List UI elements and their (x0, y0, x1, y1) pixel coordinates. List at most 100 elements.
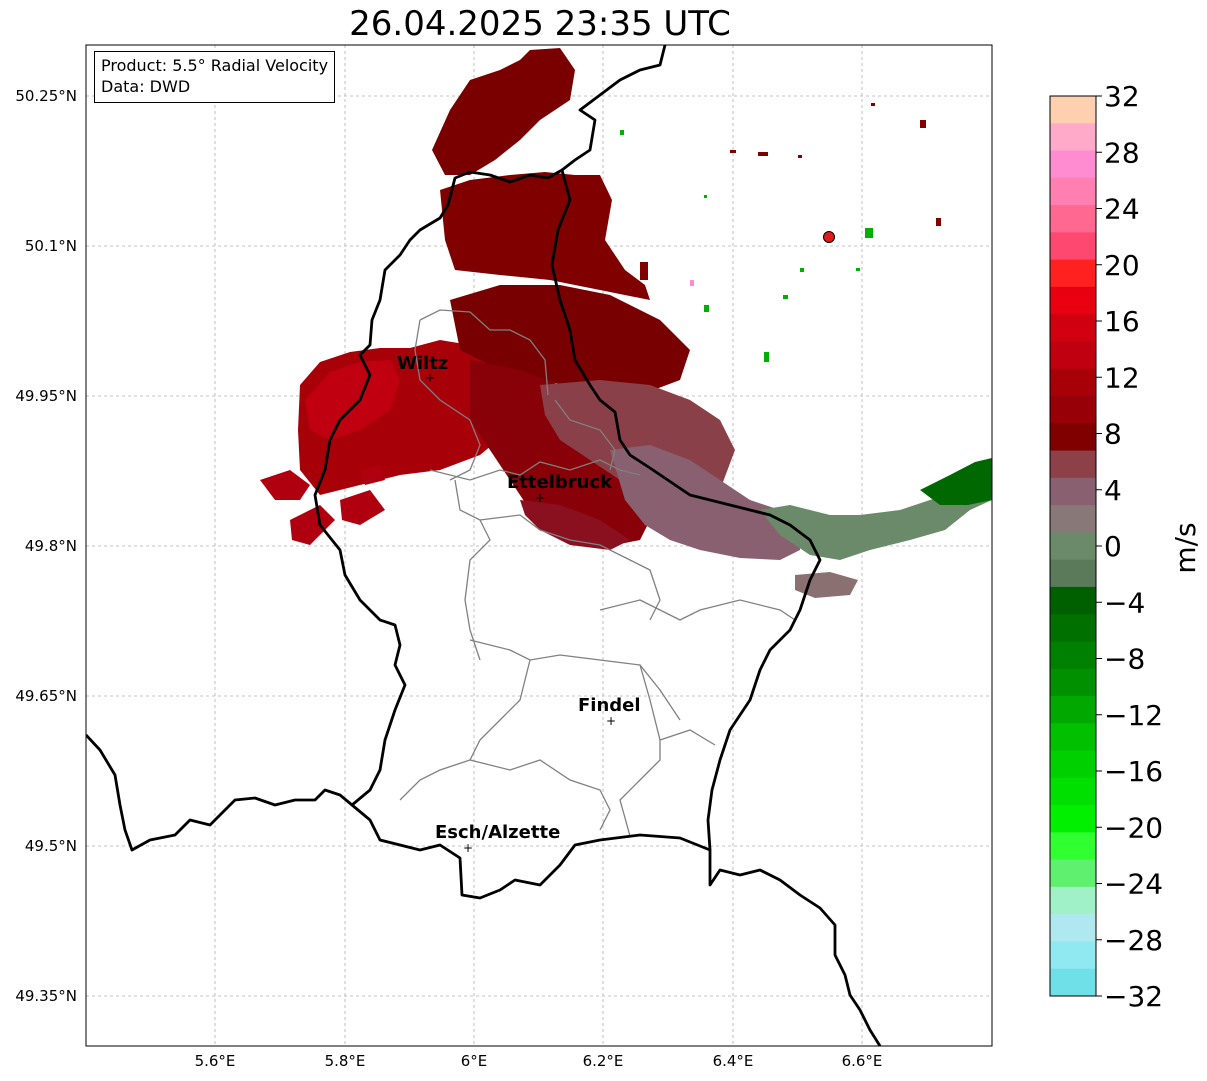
colorbar-tick-label: 0 (1104, 530, 1122, 563)
lat-tick-label: 50.25°N (15, 87, 77, 105)
lon-tick-label: 6.4°E (713, 1052, 754, 1070)
colorbar-swatch (1050, 396, 1096, 424)
colorbar-swatch (1050, 586, 1096, 615)
colorbar-swatch (1050, 205, 1096, 233)
border-north (561, 45, 667, 172)
data-source-label: Data: DWD (101, 77, 191, 96)
border-lux-east (547, 168, 822, 851)
colorbar-tick-label: 8 (1104, 418, 1122, 451)
city-marker-icon: + (463, 841, 473, 855)
echo-north-cell (432, 48, 575, 175)
echo-green-speckles (620, 130, 873, 362)
colorbar-swatch (1050, 696, 1096, 724)
lon-tick-label: 5.6°E (195, 1052, 236, 1070)
map-title: 26.04.2025 23:35 UTC (349, 4, 731, 44)
echo-far-east-green (920, 458, 992, 505)
colorbar-swatch (1050, 177, 1096, 206)
colorbar-swatch (1050, 341, 1096, 370)
colorbar-swatch (1050, 559, 1096, 588)
colorbar-swatch (1050, 505, 1096, 533)
colorbar-swatch (1050, 150, 1096, 179)
colorbar-swatch (1050, 750, 1096, 779)
lat-tick-label: 49.65°N (15, 687, 77, 705)
lat-tick-label: 50.1°N (25, 237, 77, 255)
city-layer: Wiltz + Ettelbruck + Findel + Esch/Alzet… (397, 353, 641, 855)
colorbar-tick-label: −24 (1104, 868, 1163, 901)
colorbar-swatch (1050, 232, 1096, 261)
colorbar-tick-label: 32 (1104, 80, 1140, 113)
colorbar-tick-label: −20 (1104, 811, 1163, 844)
colorbar-swatch (1050, 450, 1096, 479)
lon-tick-labels: 5.6°E 5.8°E 6°E 6.2°E 6.4°E 6.6°E (195, 1052, 883, 1070)
colorbar-tick-label: 4 (1104, 474, 1122, 507)
lon-tick-label: 5.8°E (325, 1052, 366, 1070)
colorbar-swatch (1050, 423, 1096, 452)
city-marker-icon: + (425, 371, 435, 385)
colorbar-swatch (1050, 941, 1096, 970)
lat-tick-label: 49.95°N (15, 387, 77, 405)
colorbar-swatch (1050, 886, 1096, 915)
lon-tick-label: 6.6°E (842, 1052, 883, 1070)
city-label-esch-alzette: Esch/Alzette (435, 822, 560, 843)
echo-scattered-speckles (640, 103, 941, 280)
colorbar-swatch (1050, 123, 1096, 152)
city-ettelbruck: Ettelbruck + (507, 472, 613, 505)
colorbar-swatch (1050, 968, 1096, 997)
lat-tick-label: 49.8°N (25, 537, 77, 555)
lat-tick-label: 49.35°N (15, 987, 77, 1005)
colorbar-tick-label: −32 (1104, 980, 1163, 1013)
map-frame (85, 44, 993, 1047)
country-borders (86, 45, 882, 1046)
colorbar-tick-label: 20 (1104, 249, 1140, 282)
echo-west-fragments (260, 465, 385, 545)
echo-east-gray-green (760, 478, 992, 560)
product-info-box: Product: 5.5° Radial Velocity Data: DWD (94, 51, 336, 103)
colorbar: 32 28 24 20 16 12 8 4 0 −4 −8 −12 −16 −20 −24 −28 −32 (1049, 80, 1163, 1013)
colorbar-tick-label: −12 (1104, 699, 1163, 732)
border-belgium-france (86, 734, 353, 852)
echo-pink-speckle (690, 280, 694, 286)
city-marker-icon: + (535, 491, 545, 505)
colorbar-tick-label: −28 (1104, 924, 1163, 957)
colorbar-swatch (1050, 914, 1096, 942)
colorbar-swatch (1050, 368, 1096, 397)
colorbar-tick-label: 16 (1104, 305, 1140, 338)
colorbar-swatch (1050, 259, 1096, 288)
city-esch: Esch/Alzette + (435, 822, 560, 855)
colorbar-tick-label: −16 (1104, 755, 1163, 788)
colorbar-swatch (1050, 614, 1096, 642)
lon-tick-label: 6°E (461, 1052, 488, 1070)
city-label-ettelbruck: Ettelbruck (507, 472, 613, 493)
colorbar-swatch (1050, 641, 1096, 670)
lat-tick-labels: 50.25°N 50.1°N 49.95°N 49.8°N 49.65°N 49… (15, 87, 77, 1005)
echo-west-bright (305, 360, 400, 440)
city-label-wiltz: Wiltz (397, 353, 448, 374)
colorbar-swatch (1050, 859, 1096, 888)
radar-echo-layer (260, 48, 992, 598)
colorbar-swatch (1050, 805, 1096, 833)
echo-central-dark (450, 285, 690, 395)
radar-site-marker (823, 231, 835, 243)
colorbar-tick-label: 24 (1104, 193, 1140, 226)
colorbar-swatch (1050, 668, 1096, 697)
colorbar-tick-label: 12 (1104, 361, 1140, 394)
colorbar-swatch (1050, 532, 1096, 561)
border-luxembourg (313, 170, 882, 1046)
colorbar-swatch (1050, 314, 1096, 342)
echo-upper-band (440, 172, 650, 300)
city-findel: Findel + (578, 695, 641, 728)
colorbar-unit-label: m/s (1169, 522, 1202, 573)
colorbar-swatch (1050, 477, 1096, 506)
colorbar-tick-label: −8 (1104, 643, 1145, 676)
lat-tick-label: 49.5°N (25, 837, 77, 855)
colorbar-swatch (1050, 723, 1096, 752)
colorbar-swatch (1050, 832, 1096, 861)
city-label-findel: Findel (578, 695, 641, 716)
city-marker-icon: + (606, 714, 616, 728)
echo-south-strip (520, 500, 630, 550)
colorbar-swatch (1050, 96, 1096, 124)
product-label: Product: 5.5° Radial Velocity (101, 56, 329, 75)
colorbar-tick-label: −4 (1104, 586, 1145, 619)
lon-tick-label: 6.2°E (583, 1052, 624, 1070)
